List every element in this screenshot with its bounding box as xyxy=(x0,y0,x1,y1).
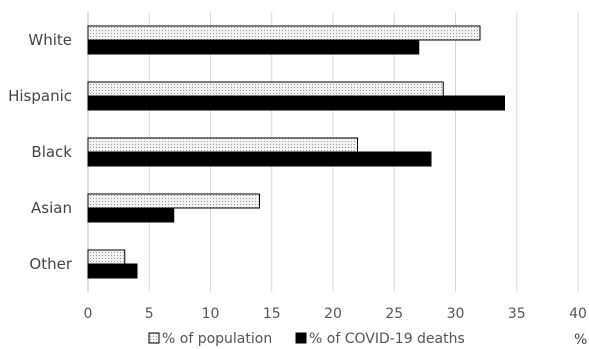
bar-population xyxy=(87,249,126,265)
bar-population xyxy=(87,25,481,41)
x-tick-labels: 0 5 10 15 20 25 30 35 40 xyxy=(84,306,587,322)
legend-swatch-deaths xyxy=(295,332,307,344)
x-tick-label: 40 xyxy=(569,306,587,322)
category-labels: White Hispanic Black Asian Other xyxy=(8,31,73,273)
x-axis-unit-label: % xyxy=(574,332,587,348)
x-tick-label: 10 xyxy=(202,306,220,322)
bar-covid-deaths xyxy=(87,151,432,167)
x-tick-label: 15 xyxy=(263,306,281,322)
bar-population xyxy=(87,137,358,153)
x-tick-label: 5 xyxy=(145,306,154,322)
category-label: Asian xyxy=(31,199,72,217)
bar-covid-deaths xyxy=(87,95,505,111)
x-tick-label: 30 xyxy=(447,306,465,322)
x-tick-label: 25 xyxy=(385,306,403,322)
category-label: Hispanic xyxy=(8,87,72,105)
category-label: Black xyxy=(31,143,72,161)
bar-covid-deaths xyxy=(87,39,420,55)
bar-population xyxy=(87,193,260,209)
x-tick-label: 20 xyxy=(324,306,342,322)
bar-covid-deaths xyxy=(87,263,138,279)
legend-swatch-population xyxy=(148,332,160,344)
category-label: White xyxy=(28,31,72,49)
bar-population xyxy=(87,81,444,97)
bars xyxy=(87,25,505,279)
x-tick-label: 0 xyxy=(84,306,93,322)
bar-covid-deaths xyxy=(87,207,175,223)
category-label: Other xyxy=(29,255,72,273)
legend-label-deaths: % of COVID-19 deaths xyxy=(309,331,465,347)
x-tick-label: 35 xyxy=(508,306,526,322)
legend: % of population % of COVID-19 deaths xyxy=(148,331,465,347)
legend-label-population: % of population xyxy=(162,331,272,347)
